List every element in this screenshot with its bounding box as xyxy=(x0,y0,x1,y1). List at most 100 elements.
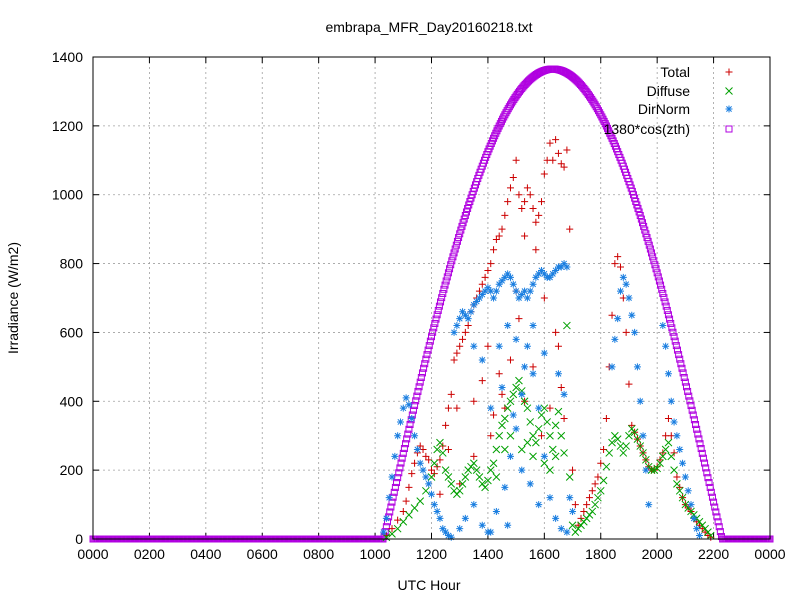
dirnorm-point xyxy=(422,473,430,481)
diffuse-point xyxy=(444,473,453,481)
cos-zth-point xyxy=(683,383,691,391)
dirnorm-point xyxy=(504,322,512,330)
dirnorm-point xyxy=(518,466,526,474)
total-point xyxy=(521,232,529,240)
total-point xyxy=(585,494,593,502)
cos-zth-point xyxy=(437,298,445,306)
cos-zth-point xyxy=(438,294,446,302)
dirnorm-point xyxy=(470,301,478,309)
cos-zth-point xyxy=(660,294,668,302)
diffuse-point xyxy=(588,507,597,516)
cos-zth-point xyxy=(394,474,402,482)
dirnorm-point xyxy=(512,425,520,433)
cos-zth-point xyxy=(642,230,650,238)
dirnorm-point xyxy=(549,270,557,278)
dirnorm-point xyxy=(560,260,568,268)
diffuse-point xyxy=(630,428,639,437)
dirnorm-point xyxy=(487,404,495,412)
diffuse-point xyxy=(540,404,549,413)
diffuse-point xyxy=(399,517,408,526)
dirnorm-point xyxy=(512,335,520,343)
dirnorm-point xyxy=(447,533,455,541)
dirnorm-point xyxy=(444,532,452,540)
diffuse-point xyxy=(433,445,441,454)
diffuse-point xyxy=(498,421,506,430)
total-point xyxy=(614,253,622,261)
diffuse-point xyxy=(436,438,444,447)
diffuse-point xyxy=(520,397,529,406)
dirnorm-point xyxy=(419,466,427,474)
cos-zth-point xyxy=(675,351,683,359)
total-point xyxy=(442,421,450,429)
dirnorm-point xyxy=(416,459,424,467)
dirnorm-point xyxy=(681,473,689,481)
dirnorm-point xyxy=(385,494,393,502)
diffuse-point xyxy=(633,435,642,444)
cos-zth-point xyxy=(421,360,429,368)
cos-zth-point xyxy=(643,234,651,242)
cos-zth-point xyxy=(393,479,401,487)
total-point xyxy=(554,342,562,350)
cos-zth-point xyxy=(597,111,605,119)
cos-zth-point xyxy=(634,204,642,212)
total-point xyxy=(490,246,498,254)
diffuse-point xyxy=(492,473,501,481)
dirnorm-point xyxy=(642,466,650,474)
total-point xyxy=(515,191,523,199)
total-point xyxy=(560,415,568,422)
y-tick-label: 400 xyxy=(60,393,84,409)
cos-zth-point xyxy=(694,430,702,438)
y-tick-label: 1400 xyxy=(52,49,83,65)
total-point xyxy=(506,184,514,192)
cos-zth-point xyxy=(705,479,713,487)
diffuse-point xyxy=(608,438,616,447)
diffuse-point xyxy=(551,421,560,430)
cos-zth-point xyxy=(652,265,660,273)
cos-zth-point xyxy=(636,212,644,220)
cos-zth-point xyxy=(430,324,438,332)
cos-zth-point xyxy=(424,346,432,354)
y-tick-label: 1200 xyxy=(52,118,83,134)
dirnorm-point xyxy=(492,287,500,295)
cos-zth-point xyxy=(655,277,663,285)
diffuse-point xyxy=(675,486,684,495)
cos-zth-point xyxy=(696,440,704,448)
cos-zth-point xyxy=(402,440,410,448)
cos-zth-point xyxy=(711,503,719,511)
cos-zth-point xyxy=(601,120,609,128)
dirnorm-point xyxy=(566,494,574,502)
cos-zth-point xyxy=(397,459,405,467)
total-point xyxy=(405,483,413,491)
cos-zth-point xyxy=(426,337,434,345)
cos-zth-point xyxy=(412,397,420,405)
dirnorm-point xyxy=(501,273,509,281)
dirnorm-point xyxy=(413,445,421,453)
cos-zth-point xyxy=(403,435,411,443)
cos-zth-point xyxy=(641,226,649,234)
cos-zth-point xyxy=(449,253,457,261)
diffuse-point xyxy=(529,431,537,440)
dirnorm-point xyxy=(411,432,419,440)
diffuse-point xyxy=(619,449,628,457)
cos-zth-point xyxy=(716,528,724,536)
dirnorm-point xyxy=(619,273,627,281)
dirnorm-point xyxy=(532,273,540,281)
diffuse-point xyxy=(664,438,673,447)
x-tick-label: 1400 xyxy=(472,546,503,562)
dirnorm-point xyxy=(405,401,413,409)
dirnorm-point xyxy=(428,490,435,498)
cos-zth-point xyxy=(494,124,502,132)
diffuse-point xyxy=(509,390,518,399)
cos-zth-point xyxy=(672,342,680,350)
cos-zth-point xyxy=(446,265,454,273)
cos-zth-point xyxy=(605,127,613,135)
total-point xyxy=(557,384,565,392)
dirnorm-point xyxy=(453,322,461,330)
dirnorm-point xyxy=(546,494,554,502)
cos-zth-point xyxy=(599,115,607,123)
cos-zth-point xyxy=(671,337,679,345)
dirnorm-point xyxy=(523,342,531,350)
dirnorm-point xyxy=(464,315,472,323)
total-point xyxy=(611,260,619,268)
total-point xyxy=(540,294,548,302)
